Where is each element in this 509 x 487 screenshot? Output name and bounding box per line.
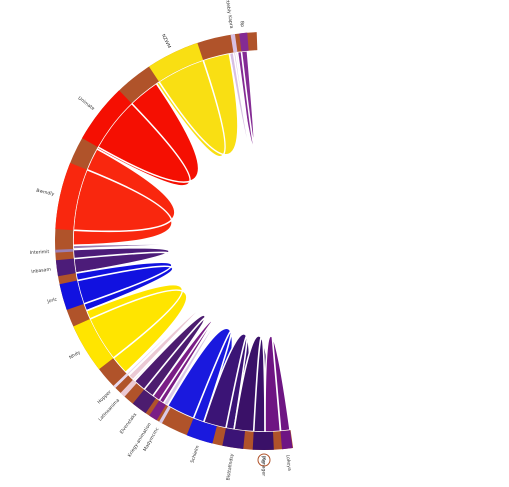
node-arc-bwmdly[interactable] <box>55 162 87 231</box>
node-arc-bartlebly-kapra[interactable] <box>230 34 238 53</box>
label-jorlc: Jorlc <box>46 296 59 305</box>
node-arc-bisttafindsy[interactable] <box>222 428 246 449</box>
ribbons-layer <box>72 49 291 433</box>
node-arc-hopper[interactable] <box>113 373 129 389</box>
label-hopper: Hopper <box>96 389 112 405</box>
node-arc-bp[interactable] <box>239 32 249 52</box>
node-arc-elvenstaks[interactable] <box>132 389 156 414</box>
label-schielm: Schielm <box>190 444 201 464</box>
node-arc-schielm[interactable] <box>186 418 217 444</box>
label-unimate: Unimate <box>77 95 96 112</box>
arcs-layer <box>55 32 294 451</box>
label-elvenstaks: Elvenstaks <box>119 411 139 435</box>
node-arc-unimate[interactable] <box>82 90 132 147</box>
node-arc-kriegy-animation[interactable] <box>149 400 166 421</box>
node-arc-nzwm[interactable] <box>148 42 204 82</box>
label-bartlebly-kapra: Bartlebly Kapra <box>223 0 234 29</box>
label-manager: Manager <box>261 456 267 476</box>
ribbon-lokeya[interactable] <box>264 335 291 433</box>
label-bisttafindsy: Bisttafindsy <box>225 453 235 481</box>
node-arc-nhdy[interactable] <box>73 319 114 370</box>
node-arc-latinoanima[interactable] <box>120 379 137 397</box>
hub-marker <box>257 453 271 467</box>
node-arc-inbasam[interactable] <box>55 258 76 277</box>
node-arc-madymcmc[interactable] <box>159 406 171 424</box>
label-bwmdly: Bwmdly <box>36 188 55 198</box>
node-arc-byl[interactable] <box>252 431 274 450</box>
label-nhdy: Nhdy <box>68 349 82 360</box>
label-interimit: Interimit <box>30 249 50 256</box>
label-lokeya: Lokeya <box>284 454 292 471</box>
label-nzwm: NZWM <box>160 33 172 49</box>
ribbon-bwmdly[interactable] <box>72 147 176 247</box>
node-arc-lokeya[interactable] <box>280 430 293 450</box>
ribbon-nhdy[interactable] <box>85 284 188 374</box>
ribbon-unimate[interactable] <box>95 82 200 187</box>
node-arc-interimit[interactable] <box>55 249 74 253</box>
label-inbasam: Inbasam <box>31 267 52 276</box>
node-arc-jorlc[interactable] <box>59 280 84 310</box>
label-byl: Byl <box>261 456 267 463</box>
label-bp: Bp <box>239 21 246 28</box>
